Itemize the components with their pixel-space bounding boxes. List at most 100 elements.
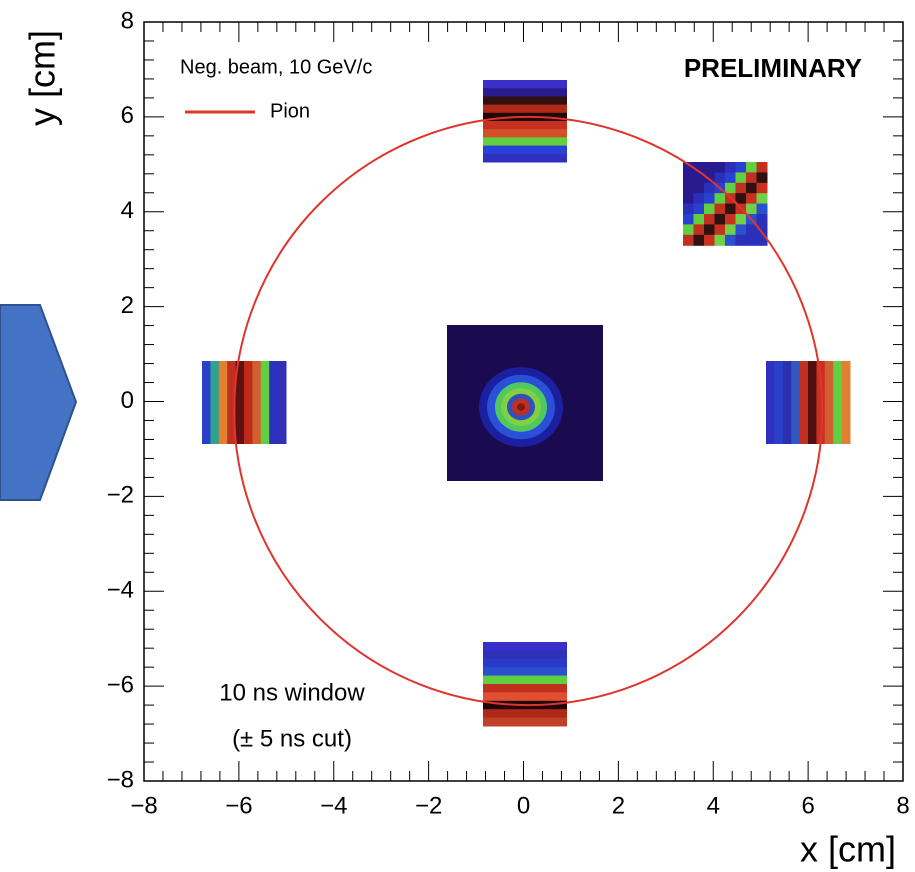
pixel <box>736 235 747 246</box>
pixel <box>736 224 747 235</box>
pixel <box>746 183 757 194</box>
y-tick-label: 6 <box>121 102 134 129</box>
pixel-stripe <box>766 361 775 444</box>
pixel-stripe <box>783 361 792 444</box>
pixel-stripe <box>483 684 567 693</box>
pixel <box>736 162 747 173</box>
pixel <box>746 172 757 183</box>
pixel <box>704 214 715 225</box>
cut-label: (± 5 ns cut) <box>232 725 352 752</box>
arrow-shape <box>0 305 76 500</box>
y-tick-label: 8 <box>121 7 134 34</box>
x-tick-label: −2 <box>415 792 442 819</box>
pixel-stripe <box>483 650 567 659</box>
pixel <box>746 235 757 246</box>
pixel-stripe <box>483 718 567 727</box>
pixel-stripe <box>210 361 219 444</box>
legend-label: Pion <box>270 100 310 122</box>
pixel <box>683 214 694 225</box>
beam-spot <box>517 403 525 411</box>
pixel <box>725 204 736 215</box>
pixel-stripe <box>483 659 567 668</box>
pixel <box>683 183 694 194</box>
pixel <box>715 193 726 204</box>
pixel <box>704 224 715 235</box>
pixel <box>683 224 694 235</box>
y-tick-label: 0 <box>121 387 134 414</box>
pixel <box>757 162 768 173</box>
pixel <box>736 183 747 194</box>
pixel-stripe <box>483 88 567 97</box>
x-tick-label: 6 <box>801 792 814 819</box>
pixel-stripe <box>483 121 567 130</box>
pixel <box>725 183 736 194</box>
pixel <box>715 204 726 215</box>
y-tick-label: −8 <box>107 766 134 793</box>
pixel-stripe <box>825 361 834 444</box>
pixel <box>683 193 694 204</box>
pixel-stripe <box>842 361 851 444</box>
pixel-stripe <box>774 361 783 444</box>
window-label: 10 ns window <box>219 679 365 706</box>
pixel-stripe <box>483 80 567 89</box>
pixel-stripe <box>483 146 567 155</box>
pixel <box>736 214 747 225</box>
pixel <box>683 204 694 215</box>
pixel-stripe <box>483 676 567 685</box>
pixel-stripe <box>202 361 211 444</box>
pixel-stripe <box>483 642 567 651</box>
pixel <box>725 214 736 225</box>
y-tick-label: −2 <box>107 482 134 509</box>
pixel-stripe <box>278 361 287 444</box>
pixel <box>704 235 715 246</box>
pixel <box>757 183 768 194</box>
pixel <box>746 193 757 204</box>
pixel <box>683 172 694 183</box>
pixel <box>715 214 726 225</box>
x-axis-label: x [cm] <box>800 829 896 870</box>
pixel <box>725 162 736 173</box>
y-tick-label: 2 <box>121 292 134 319</box>
x-tick-label: 0 <box>517 792 530 819</box>
pixel <box>694 214 705 225</box>
detector-images <box>202 80 851 727</box>
chart: Neg. beam, 10 GeV/c PRELIMINARY 10 ns wi… <box>0 0 915 872</box>
x-tick-label: −4 <box>320 792 347 819</box>
pixel <box>704 204 715 215</box>
pixel-stripe <box>261 361 270 444</box>
pixel-stripe <box>219 361 228 444</box>
y-tick-label: −6 <box>107 671 134 698</box>
y-axis-label: y [cm] <box>22 30 63 126</box>
pixel-stripe <box>483 709 567 718</box>
pixel-stripe <box>244 361 253 444</box>
pixel <box>704 162 715 173</box>
pixel <box>757 172 768 183</box>
pixel <box>746 162 757 173</box>
pixel <box>736 172 747 183</box>
pixel <box>725 235 736 246</box>
pixel <box>683 235 694 246</box>
pixel-stripe <box>483 129 567 138</box>
pixel <box>715 224 726 235</box>
pixel <box>694 224 705 235</box>
y-tick-label: −4 <box>107 577 134 604</box>
pixel <box>757 204 768 215</box>
pixel-stripe <box>483 154 567 163</box>
pixel-stripe <box>483 105 567 114</box>
pixel-stripe <box>833 361 842 444</box>
pixel <box>694 204 705 215</box>
pixel <box>704 193 715 204</box>
pixel <box>715 172 726 183</box>
pixel-stripe <box>483 137 567 146</box>
pixel <box>757 214 768 225</box>
x-tick-label: −8 <box>130 792 157 819</box>
x-tick-label: 8 <box>896 792 909 819</box>
pixel <box>715 162 726 173</box>
pixel <box>715 235 726 246</box>
y-tick-label: 4 <box>121 197 134 224</box>
pixel <box>746 224 757 235</box>
pixel <box>725 224 736 235</box>
pixel <box>757 193 768 204</box>
pixel <box>694 235 705 246</box>
pixel-stripe <box>483 692 567 701</box>
